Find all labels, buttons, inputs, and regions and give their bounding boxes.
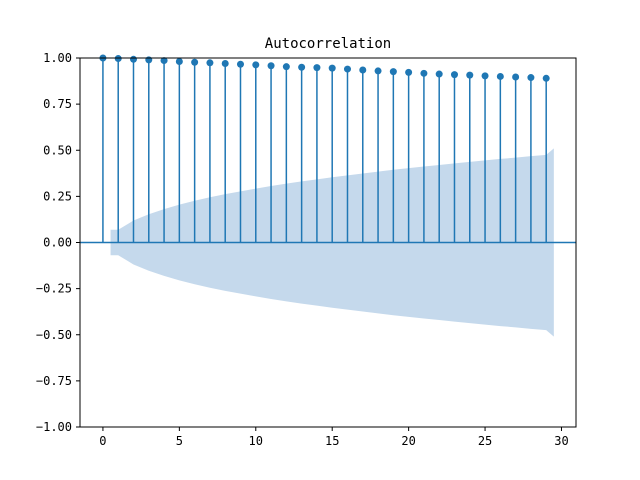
acf-marker-lag-13 <box>298 63 306 71</box>
acf-marker-lag-8 <box>221 60 229 68</box>
x-tick-label: 10 <box>249 434 263 448</box>
acf-marker-lag-3 <box>145 56 153 64</box>
x-tick-label: 20 <box>401 434 415 448</box>
acf-marker-lag-1 <box>114 55 122 63</box>
acf-marker-lag-10 <box>252 61 260 69</box>
y-tick-label: −1.00 <box>36 420 72 434</box>
acf-marker-lag-23 <box>450 71 458 79</box>
y-tick-label: 1.00 <box>43 51 72 65</box>
x-tick-label: 25 <box>478 434 492 448</box>
acf-marker-lag-22 <box>435 70 443 78</box>
chart-title: Autocorrelation <box>265 36 391 52</box>
x-tick-label: 15 <box>325 434 339 448</box>
y-tick-label: −0.75 <box>36 374 72 388</box>
acf-marker-lag-25 <box>481 72 489 80</box>
acf-marker-lag-21 <box>420 69 428 77</box>
acf-marker-lag-16 <box>343 65 351 73</box>
axes-ticks: 0 5 10 15 20 25 30 −1.00 −0.75 −0.50 −0.25 0.00 0.25… <box>36 51 569 448</box>
x-tick-label: 30 <box>554 434 568 448</box>
acf-marker-lag-29 <box>542 74 550 82</box>
acf-marker-lag-7 <box>206 59 214 67</box>
acf-marker-lag-24 <box>466 71 474 79</box>
acf-marker-lag-12 <box>282 63 290 71</box>
y-tick-label: −0.25 <box>36 282 72 296</box>
acf-marker-lag-20 <box>405 68 413 76</box>
acf-marker-lag-19 <box>389 68 397 76</box>
x-tick-label: 5 <box>176 434 183 448</box>
acf-marker-lag-6 <box>191 58 199 66</box>
acf-marker-lag-9 <box>236 60 244 68</box>
acf-marker-lag-18 <box>374 67 382 75</box>
plot-area <box>80 54 576 337</box>
acf-marker-lag-15 <box>328 64 336 72</box>
y-tick-label: 0.25 <box>43 189 72 203</box>
y-tick-label: 0.50 <box>43 143 72 157</box>
acf-marker-lag-5 <box>175 58 183 66</box>
y-tick-label: −0.50 <box>36 328 72 342</box>
y-tick-label: 0.75 <box>43 97 72 111</box>
acf-marker-lag-26 <box>496 72 504 80</box>
x-tick-label: 0 <box>99 434 106 448</box>
acf-marker-lag-2 <box>129 55 137 63</box>
acf-marker-lag-28 <box>527 74 535 82</box>
acf-marker-lag-14 <box>313 64 321 72</box>
acf-marker-lag-17 <box>359 66 367 74</box>
acf-marker-lag-4 <box>160 57 168 65</box>
acf-marker-lag-27 <box>512 73 520 81</box>
y-tick-label: 0.00 <box>43 236 72 250</box>
acf-marker-lag-11 <box>267 62 275 70</box>
